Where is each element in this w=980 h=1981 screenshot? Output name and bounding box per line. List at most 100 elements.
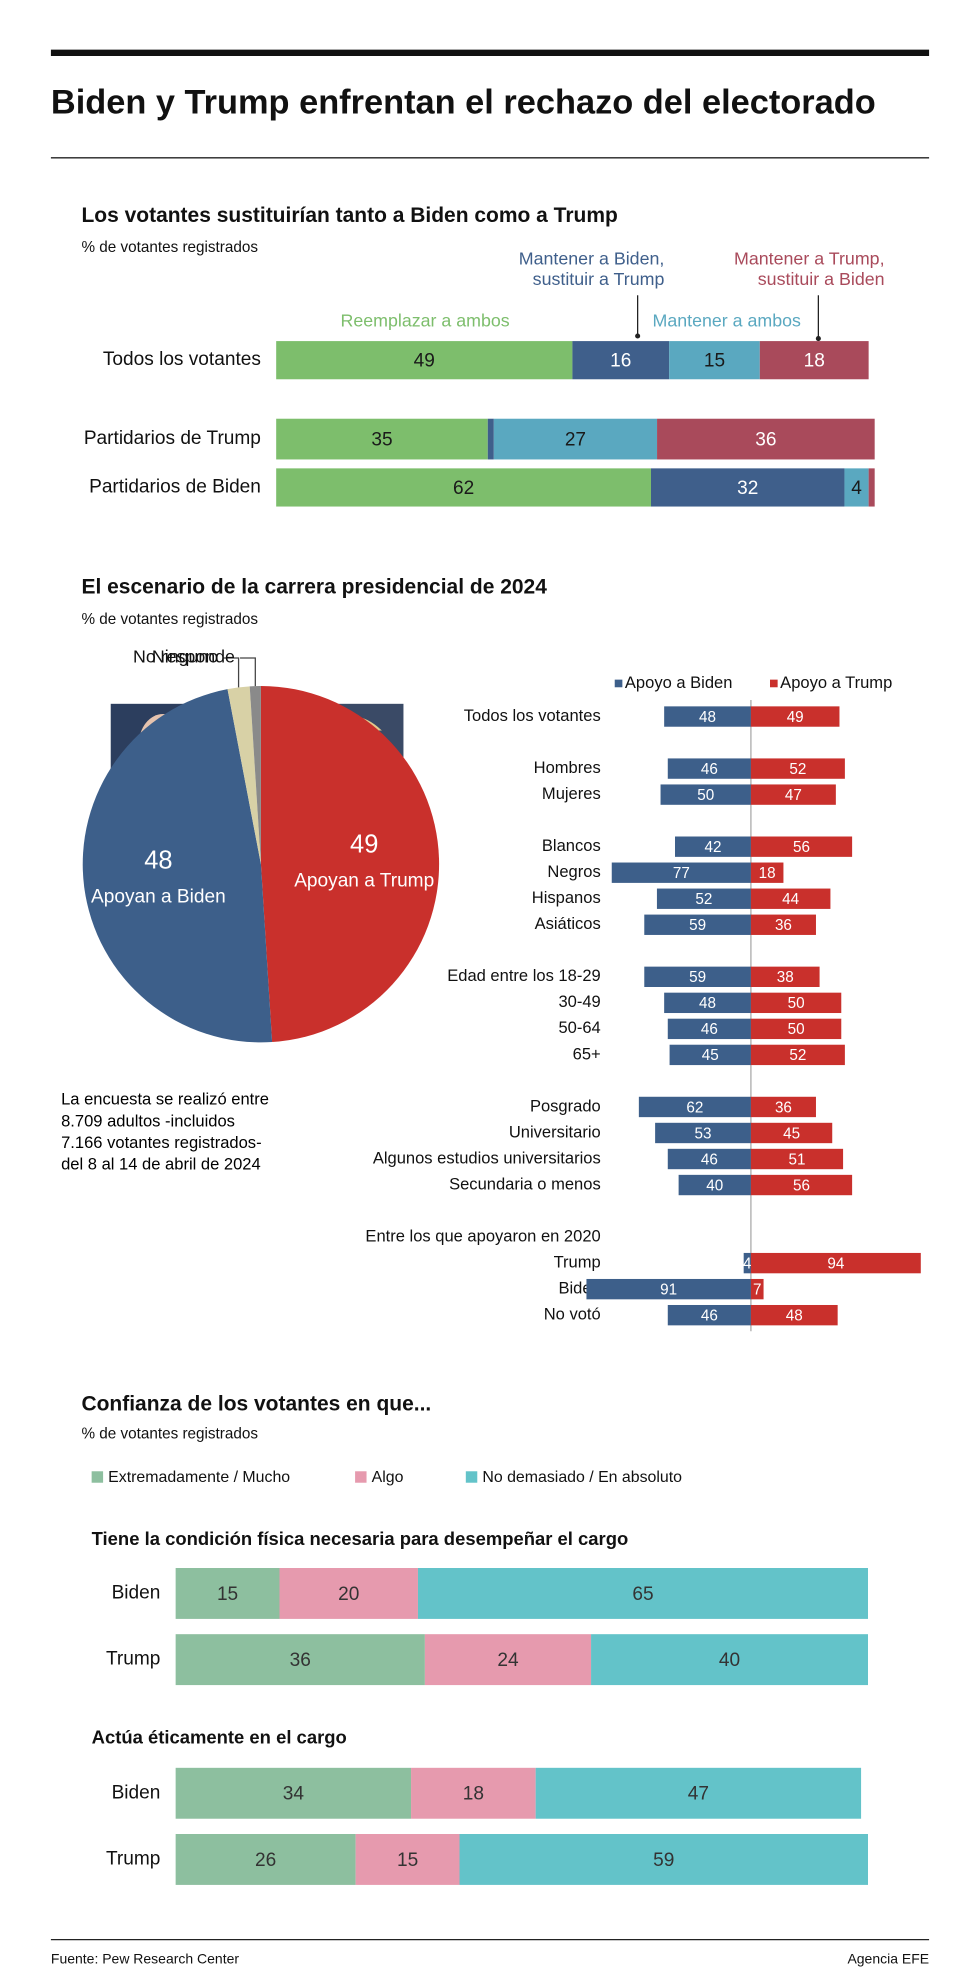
value-label: 46 [701,1151,718,1168]
bar [750,1304,838,1326]
bar-segment [459,1833,868,1885]
category-label: 30-49 [558,992,600,1011]
bar [656,888,751,909]
legend-swatch [769,679,778,688]
value-label: 49 [414,351,435,372]
bar-segment [424,1634,592,1686]
category-label: Asiáticos [535,914,601,933]
value-label: 45 [783,1125,800,1142]
legend-swatch [614,679,623,688]
value-label: 42 [704,839,721,856]
bar [743,1252,751,1274]
leader-line [240,657,256,687]
value-label: 15 [397,1850,418,1871]
value-label: 50 [788,995,805,1012]
chart-title: Confianza de los votantes en que... [81,1393,431,1416]
category-label: Trump [554,1252,601,1271]
value-label: 50 [788,1021,805,1038]
value-label: 38 [777,969,794,986]
category-label: Partidarios de Biden [89,477,261,498]
value-label: 52 [789,761,806,778]
bar [750,1278,764,1300]
bar [678,1174,751,1196]
value-label: 48 [786,1307,803,1324]
value-label: 36 [755,429,776,450]
bar [655,1122,751,1144]
bar [664,706,751,727]
value-label: 47 [688,1784,709,1805]
bar-segment [591,1634,868,1686]
category-label: 50-64 [558,1018,600,1037]
bar [644,966,751,987]
bar-segment [276,418,488,460]
legend-label: Mantener a Trump, sustituir a Biden [734,248,885,289]
pie-slice [82,689,273,1043]
category-label: No votó [544,1305,601,1324]
legend-swatch [91,1471,104,1483]
legend-label: Extremadamente / Mucho [108,1469,290,1486]
bar [750,836,853,857]
legend-label: Apoyo a Biden [625,673,733,692]
category-label: Secundaria o menos [449,1174,601,1193]
bar [675,836,751,857]
value-label: 47 [785,787,802,804]
value-label: 52 [789,1047,806,1064]
category-label: Biden [112,1782,161,1803]
bar-segment [175,1833,356,1885]
value-label: 18 [804,351,825,372]
category-label: Mujeres [542,784,601,803]
value-label: 15 [217,1584,238,1605]
top-rule [50,49,930,56]
value-label: 36 [775,1099,792,1116]
value-label: 46 [701,761,718,778]
slice-label: No responde [133,647,235,667]
value-label: 62 [686,1099,703,1116]
bar [669,1044,751,1066]
value-label: 18 [759,865,776,882]
chart-subtitle: % de votantes registrados [81,1425,258,1442]
bar [586,1278,751,1300]
bar [644,914,751,935]
bar [667,1148,751,1170]
legend-label: Reemplazar a ambos [341,311,510,331]
value-label: 91 [660,1281,677,1298]
value-label: 7 [753,1281,762,1298]
value-label: 59 [689,969,706,986]
bar [750,992,842,1014]
bar [611,862,751,883]
value-label: 53 [695,1125,712,1142]
leader-dot [635,333,641,339]
value-label: 52 [695,891,712,908]
chart-title: Los votantes sustituirían tanto a Biden … [81,204,617,227]
legend-label: Algo [372,1469,404,1486]
bar [750,1096,816,1118]
category-label: Posgrado [530,1096,601,1115]
category-label: Negros [547,862,600,881]
bar-segment [175,1767,412,1819]
bar [750,706,840,727]
bar [750,1252,921,1274]
bar [660,784,751,805]
value-label: 59 [653,1850,674,1871]
category-label: Hispanos [532,888,601,907]
bar-segment [487,418,494,460]
bar [750,1122,833,1144]
legend-label: Mantener a Biden, sustituir a Trump [518,248,665,289]
bar-segment [417,1567,868,1619]
value-label: 56 [793,1177,810,1194]
legend-label: No demasiado / En absoluto [482,1469,682,1486]
bar [664,992,751,1014]
bar-segment [493,418,658,460]
value-label: 18 [463,1784,484,1805]
annotation: La encuesta se realizó entre 8.709 adult… [61,1089,269,1174]
value-label: 44 [782,891,799,908]
pie-slice [227,686,261,865]
value-label: 36 [290,1650,311,1671]
value-label: 46 [701,1021,718,1038]
value-label: 26 [255,1850,276,1871]
bar-segment [276,468,651,507]
bar-segment [844,468,869,507]
category-label: Entre los que apoyaron en 2020 [365,1226,600,1245]
value-label: 62 [453,478,474,499]
bar-segment [175,1567,280,1619]
